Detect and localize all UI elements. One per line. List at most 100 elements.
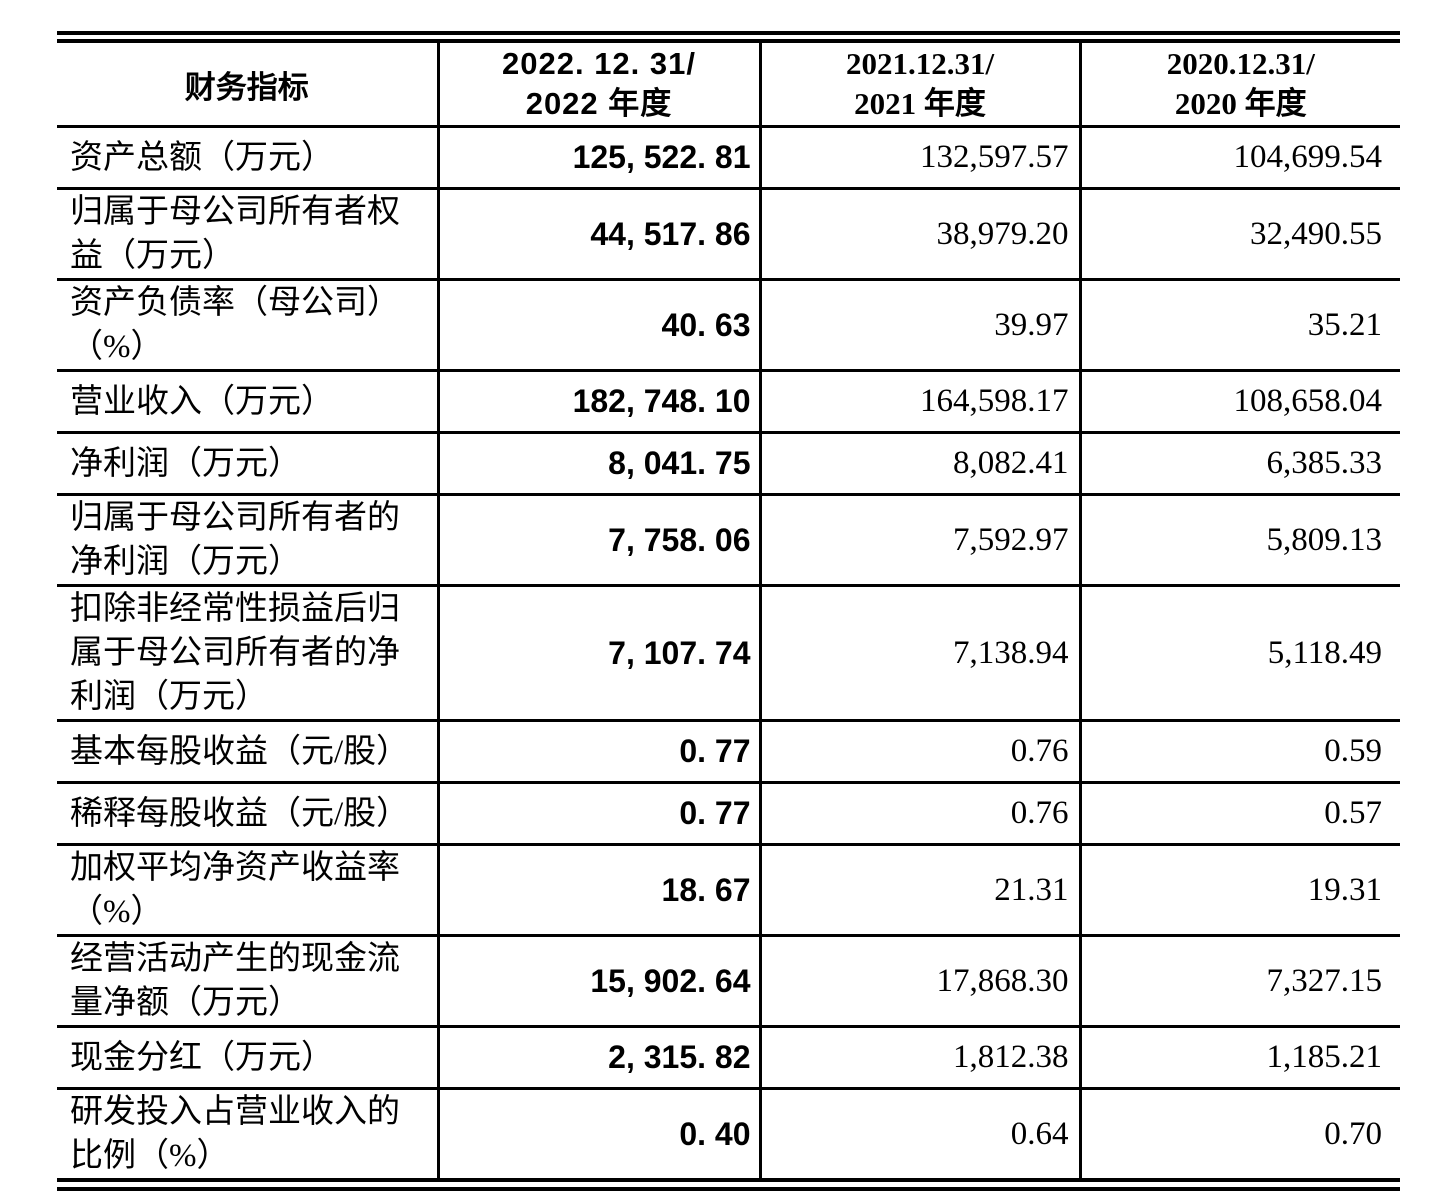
row-label: 归属于母公司所有者权 益（万元） (57, 187, 438, 280)
header-row: 财务指标 2022. 12. 31/ 2022 年度 2021.12.31/ 2… (57, 37, 1400, 128)
row-label: 资产负债率（母公司） （%） (57, 278, 438, 371)
row-label-line: 现金分红（万元） (70, 1039, 334, 1076)
value-2022: 125, 522. 81 (436, 126, 760, 189)
row-label-line: （%） (70, 894, 164, 930)
row-label-line: 资产负债率（母公司） (70, 285, 400, 321)
value-2022: 40. 63 (436, 278, 760, 371)
value-2022: 15, 902. 64 (436, 934, 760, 1027)
value-2021: 1,812.38 (758, 1025, 1080, 1089)
row-label-line: 资产总额（万元） (70, 139, 334, 176)
row-label-line: 基本每股收益（元/股） (70, 733, 410, 770)
value-2022: 7, 107. 74 (436, 584, 760, 721)
row-label: 扣除非经常性损益后归 属于母公司所有者的净 利润（万元） (57, 584, 438, 721)
table-row: 加权平均净资产收益率 （%） 18. 67 21.31 19.31 (57, 843, 1400, 936)
value-2020: 104,699.54 (1078, 126, 1400, 189)
value-2021: 164,598.17 (758, 369, 1080, 433)
value-2020: 0.57 (1078, 781, 1400, 845)
row-label-line: 经营活动产生的现金流 (70, 941, 400, 977)
table-row: 归属于母公司所有者权 益（万元） 44, 517. 86 38,979.20 32,49… (57, 187, 1400, 280)
row-label: 基本每股收益（元/股） (57, 719, 438, 783)
value-2021: 132,597.57 (758, 126, 1080, 189)
value-2021: 7,592.97 (758, 493, 1080, 586)
row-label-line: 营业收入（万元） (70, 383, 334, 420)
value-2020: 108,658.04 (1078, 369, 1400, 433)
table-row: 稀释每股收益（元/股） 0. 77 0.76 0.57 (57, 781, 1400, 845)
header-2022: 2022. 12. 31/ 2022 年度 (436, 37, 760, 128)
table-body: 资产总额（万元） 125, 522. 81 132,597.57 104,699.54… (57, 126, 1400, 1185)
value-2020: 0.59 (1078, 719, 1400, 783)
row-label-line: 归属于母公司所有者权 (70, 194, 400, 230)
value-2021: 0.76 (758, 719, 1080, 783)
value-2022: 0. 40 (436, 1087, 760, 1185)
row-label-line: 属于母公司所有者的净 (70, 635, 400, 671)
row-label: 加权平均净资产收益率 （%） (57, 843, 438, 936)
value-2020: 0.70 (1078, 1087, 1400, 1185)
table-row: 资产负债率（母公司） （%） 40. 63 39.97 35.21 (57, 278, 1400, 371)
value-2020: 6,385.33 (1078, 431, 1400, 495)
row-label-line: 比例（%） (70, 1138, 230, 1174)
row-label-line: 加权平均净资产收益率 (70, 850, 400, 886)
value-2021: 8,082.41 (758, 431, 1080, 495)
header-2021-line1: 2021.12.31/ (845, 46, 995, 81)
row-label: 经营活动产生的现金流 量净额（万元） (57, 934, 438, 1027)
row-label: 现金分红（万元） (57, 1025, 438, 1089)
value-2020: 19.31 (1078, 843, 1400, 936)
table-row: 经营活动产生的现金流 量净额（万元） 15, 902. 64 17,868.30 7,3… (57, 934, 1400, 1027)
value-2021: 17,868.30 (758, 934, 1080, 1027)
row-label-line: 利润（万元） (70, 679, 268, 715)
row-label: 净利润（万元） (57, 431, 438, 495)
value-2021: 39.97 (758, 278, 1080, 371)
table-row: 研发投入占营业收入的 比例（%） 0. 40 0.64 0.70 (57, 1087, 1400, 1185)
header-2022-line1: 2022. 12. 31/ (502, 46, 696, 81)
financial-indicators-table: 财务指标 2022. 12. 31/ 2022 年度 2021.12.31/ 2… (57, 31, 1400, 1191)
header-2021-line2: 2021 年度 (854, 86, 986, 121)
value-2022: 18. 67 (436, 843, 760, 936)
table-row: 资产总额（万元） 125, 522. 81 132,597.57 104,699.54 (57, 126, 1400, 189)
table-row: 扣除非经常性损益后归 属于母公司所有者的净 利润（万元） 7, 107. 74 7,13… (57, 584, 1400, 721)
value-2021: 7,138.94 (758, 584, 1080, 721)
table-row: 净利润（万元） 8, 041. 75 8,082.41 6,385.33 (57, 431, 1400, 495)
document-page: 财务指标 2022. 12. 31/ 2022 年度 2021.12.31/ 2… (57, 31, 1400, 1191)
row-label: 研发投入占营业收入的 比例（%） (57, 1087, 438, 1185)
value-2022: 2, 315. 82 (436, 1025, 760, 1089)
value-2020: 5,809.13 (1078, 493, 1400, 586)
value-2022: 44, 517. 86 (436, 187, 760, 280)
table-row: 归属于母公司所有者的 净利润（万元） 7, 758. 06 7,592.97 5,809… (57, 493, 1400, 586)
value-2020: 1,185.21 (1078, 1025, 1400, 1089)
value-2022: 182, 748. 10 (436, 369, 760, 433)
row-label-line: 研发投入占营业收入的 (70, 1094, 400, 1130)
table-row: 营业收入（万元） 182, 748. 10 164,598.17 108,658.04 (57, 369, 1400, 433)
row-label-line: 净利润（万元） (70, 445, 301, 482)
value-2021: 0.76 (758, 781, 1080, 845)
value-2022: 7, 758. 06 (436, 493, 760, 586)
value-2022: 0. 77 (436, 719, 760, 783)
header-2020-line2: 2020 年度 (1174, 86, 1307, 121)
row-label: 归属于母公司所有者的 净利润（万元） (57, 493, 438, 586)
value-2020: 5,118.49 (1078, 584, 1400, 721)
value-2021: 38,979.20 (758, 187, 1080, 280)
value-2021: 0.64 (758, 1087, 1080, 1185)
value-2022: 8, 041. 75 (436, 431, 760, 495)
value-2021: 21.31 (758, 843, 1080, 936)
header-2021: 2021.12.31/ 2021 年度 (758, 37, 1080, 128)
value-2020: 32,490.55 (1078, 187, 1400, 280)
header-metric: 财务指标 (57, 37, 438, 128)
row-label-line: 益（万元） (70, 238, 235, 274)
header-2020: 2020.12.31/ 2020 年度 (1078, 37, 1400, 128)
row-label: 资产总额（万元） (57, 127, 438, 189)
value-2020: 7,327.15 (1078, 934, 1400, 1027)
header-2022-line2: 2022 年度 (525, 86, 673, 121)
row-label-line: 扣除非经常性损益后归 (70, 591, 400, 627)
value-2020: 35.21 (1078, 278, 1400, 371)
row-label-line: 归属于母公司所有者的 (70, 500, 400, 536)
row-label-line: （%） (70, 329, 164, 365)
row-label-line: 净利润（万元） (70, 544, 301, 580)
row-label: 稀释每股收益（元/股） (57, 781, 438, 845)
table-row: 基本每股收益（元/股） 0. 77 0.76 0.59 (57, 719, 1400, 783)
row-label: 营业收入（万元） (57, 369, 438, 433)
table-row: 现金分红（万元） 2, 315. 82 1,812.38 1,185.21 (57, 1025, 1400, 1089)
row-label-line: 量净额（万元） (70, 985, 301, 1021)
row-label-line: 稀释每股收益（元/股） (70, 795, 410, 832)
header-2020-line1: 2020.12.31/ (1166, 46, 1315, 81)
value-2022: 0. 77 (436, 781, 760, 845)
